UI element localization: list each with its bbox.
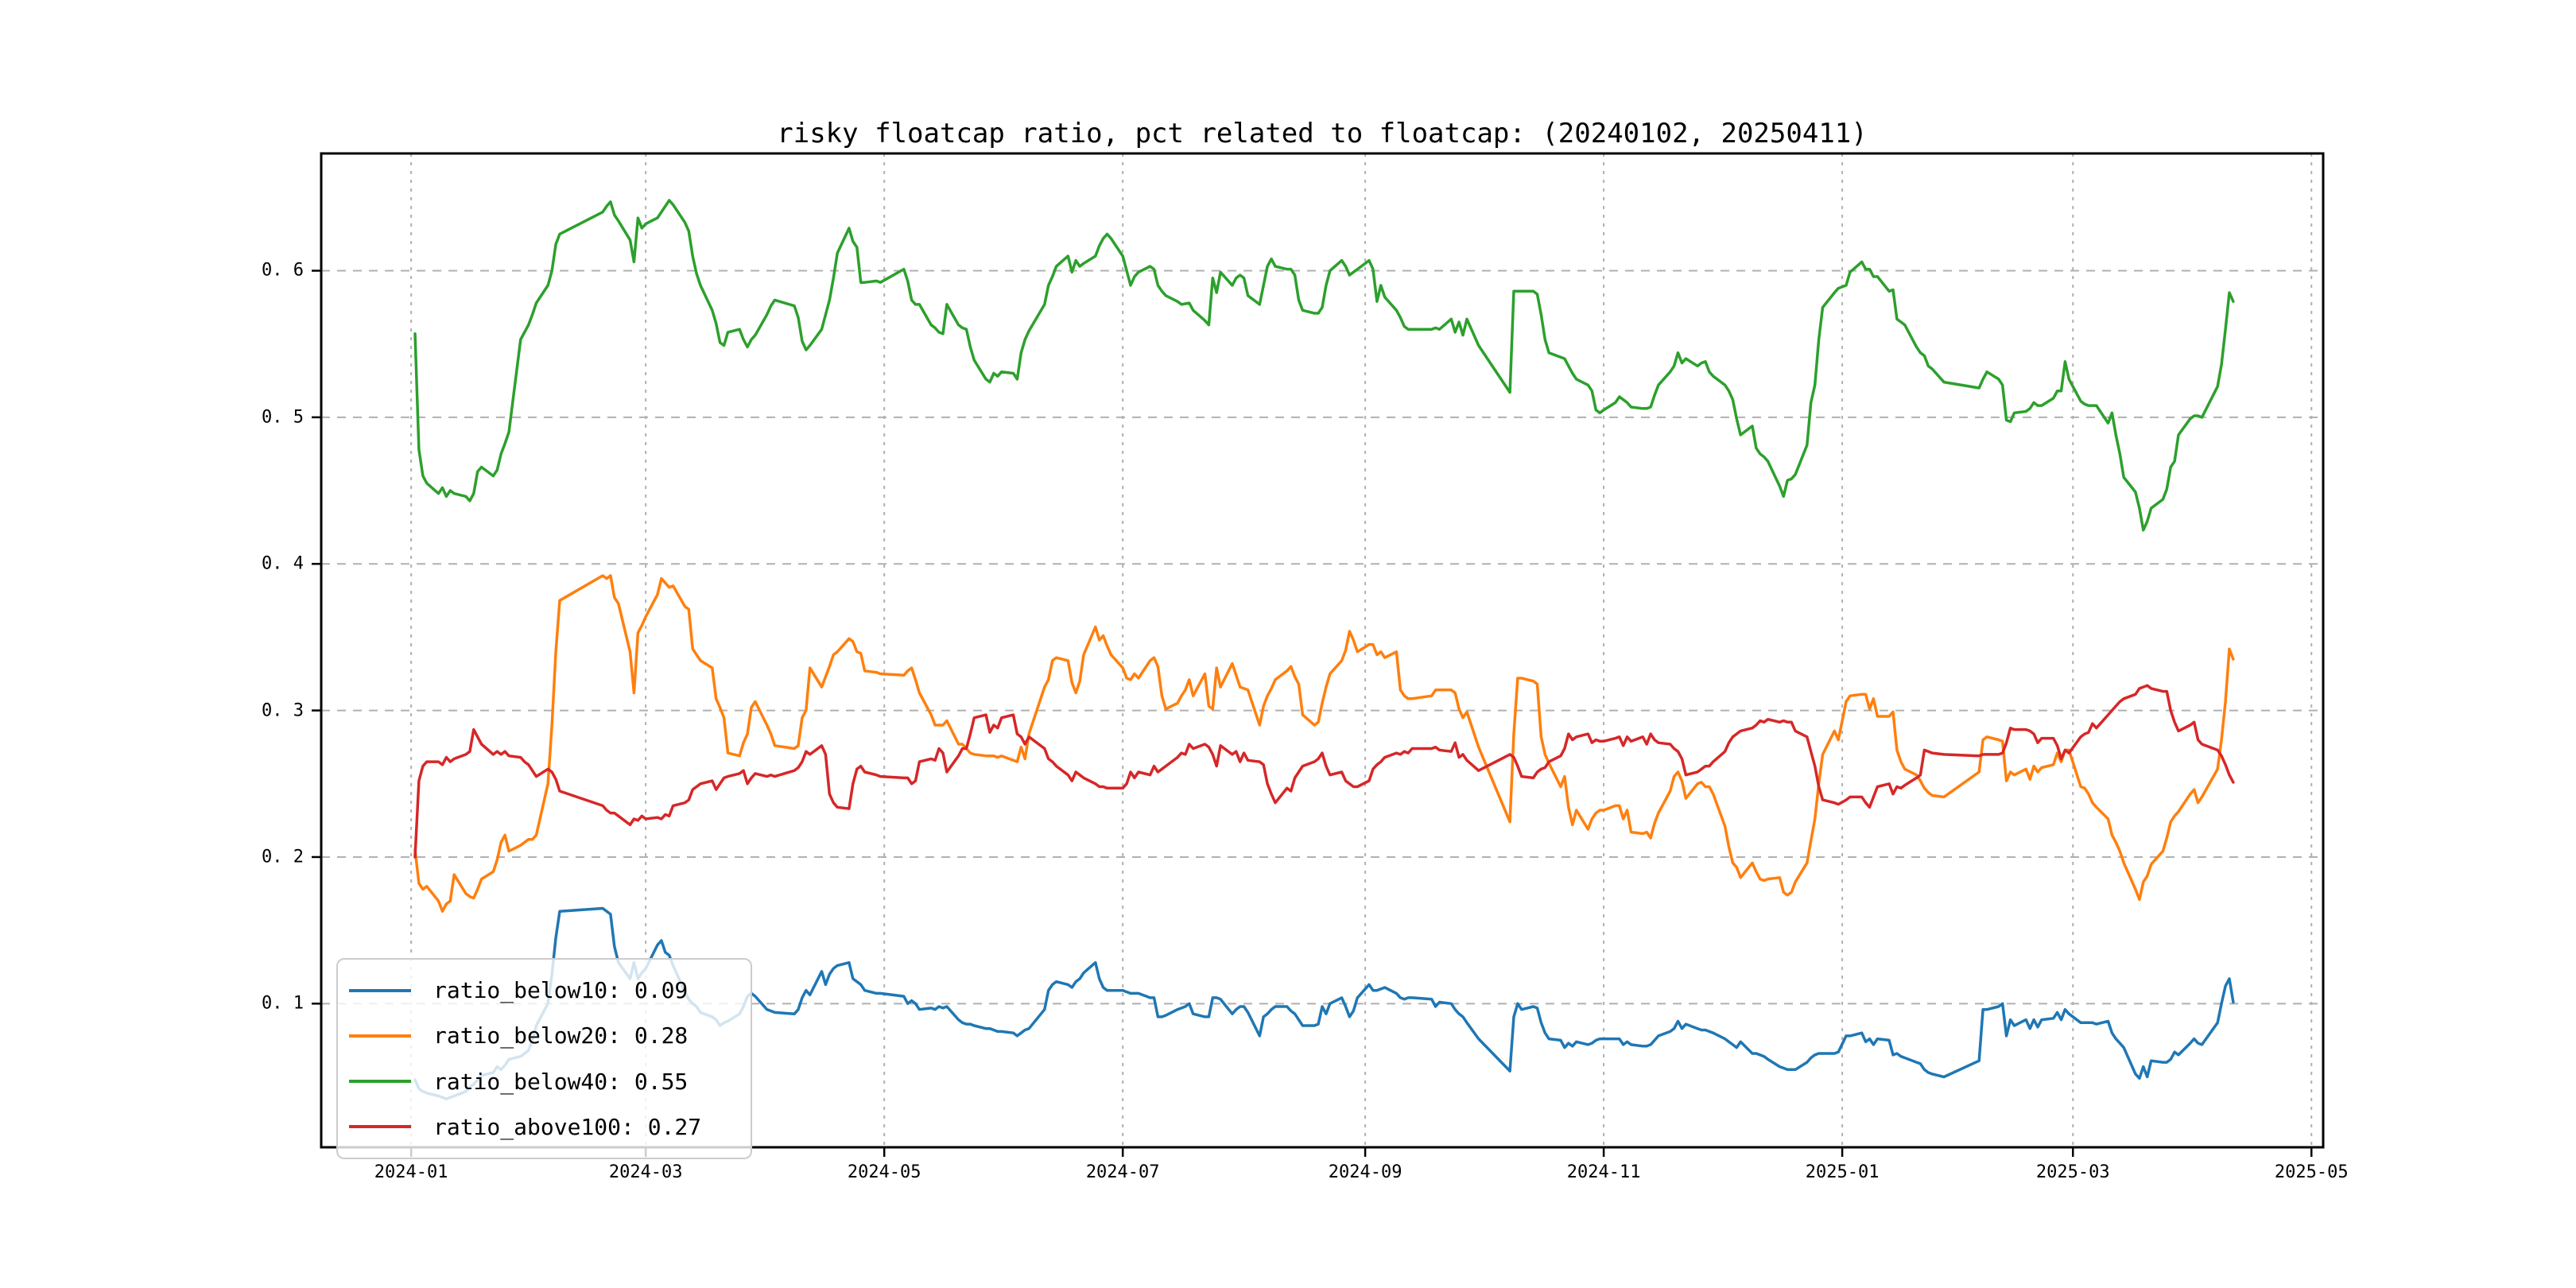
series-line-ratio_below40 [413,199,2235,532]
legend-item-ratio-below20: ratio_below20: 0.28 [338,1015,751,1057]
legend-item-ratio-below40: ratio_below40: 0.55 [338,1061,751,1102]
legend-line-swatch-orange [349,1034,411,1038]
legend-line-swatch-green [349,1080,411,1084]
chart-title: risky floatcap ratio, pct related to flo… [777,118,1868,149]
x-tick-label: 2024-09 [1328,1162,1402,1182]
legend-item-ratio-below10: ratio_below10: 0.09 [338,970,751,1011]
legend-label: ratio_below20: 0.28 [433,1022,689,1049]
legend: ratio_below10: 0.09 ratio_below20: 0.28 … [336,958,752,1159]
legend-item-ratio-above100: ratio_above100: 0.27 [338,1106,751,1147]
legend-line-swatch-red [349,1125,411,1129]
series-line-ratio_below20 [413,574,2235,913]
series-line-ratio_above100 [413,684,2235,859]
x-tick-label: 2024-05 [847,1162,921,1182]
x-tick-label: 2024-01 [374,1162,448,1182]
x-tick-label: 2024-07 [1085,1162,1160,1182]
legend-label: ratio_above100: 0.27 [433,1113,702,1140]
x-tick-label: 2025-01 [1805,1162,1880,1182]
y-tick-label: 0. 1 [262,993,304,1014]
y-tick-label: 0. 3 [262,700,304,721]
axes-frame [320,152,2325,1149]
y-tick-label: 0. 2 [262,847,304,867]
legend-label: ratio_below40: 0.55 [433,1068,689,1095]
y-tick-label: 0. 6 [262,260,304,281]
x-tick-label: 2024-03 [608,1162,683,1182]
x-tick-label: 2025-03 [2035,1162,2110,1182]
y-tick-label: 0. 4 [262,553,304,574]
legend-label: ratio_below10: 0.09 [433,977,689,1004]
x-tick-label: 2024-11 [1566,1162,1641,1182]
x-tick-label: 2025-05 [2274,1162,2349,1182]
y-tick-label: 0. 5 [262,407,304,428]
legend-line-swatch-blue [349,988,411,992]
